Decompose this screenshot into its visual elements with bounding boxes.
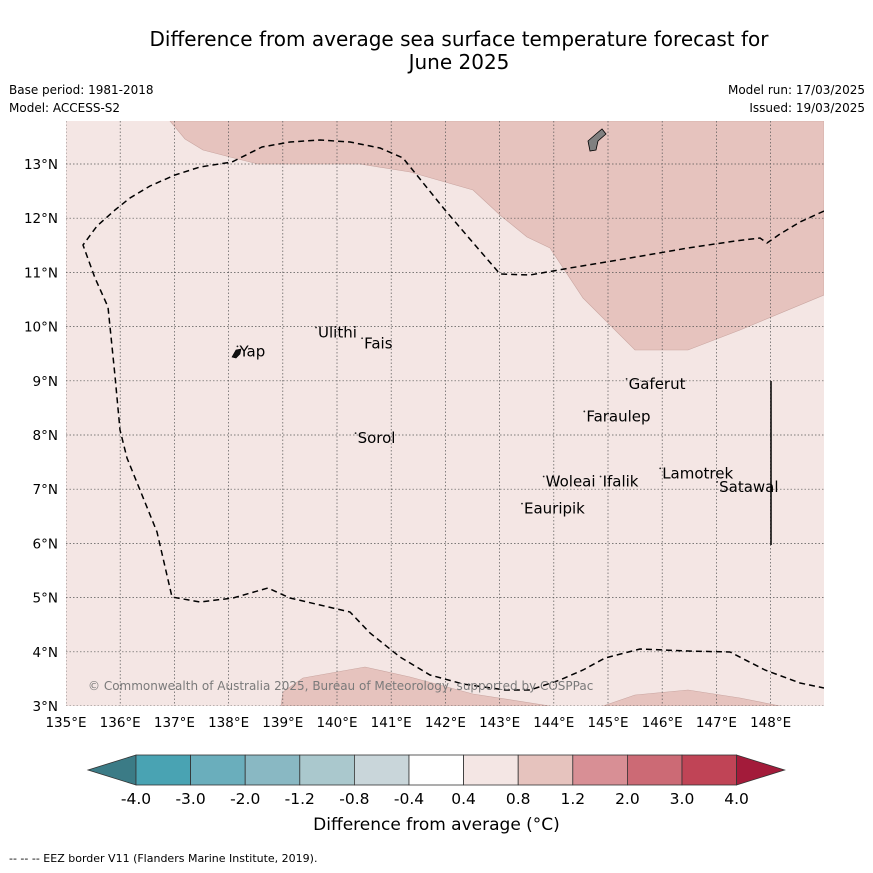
colorbar-over-arrow xyxy=(736,754,786,786)
longitude-label: 140°E xyxy=(316,715,357,731)
model-name: Model: ACCESS-S2 xyxy=(9,101,121,115)
axis-labels: 13°N 12°N 11°N 10°N 9°N 8°N 7°N 6°N 5°N 4°N 3°N135… xyxy=(24,157,791,731)
place-label: Fais xyxy=(364,334,393,352)
latitude-label: 10°N xyxy=(24,320,58,336)
longitude-label: 138°E xyxy=(208,715,249,731)
map-area: Yap Ulithi Fais Gaferut Faraulep Sorol Woleai I… xyxy=(66,121,824,706)
place-label: Ulithi xyxy=(318,323,357,341)
longitude-label: 137°E xyxy=(154,715,195,731)
issued-date: Issued: 19/03/2025 xyxy=(749,101,865,115)
island-dot xyxy=(583,410,586,413)
yap-island xyxy=(231,348,242,359)
island-dot xyxy=(521,502,523,505)
guam-island xyxy=(587,128,607,152)
island-dot xyxy=(599,475,602,478)
model-run: Model run: 17/03/2025 xyxy=(727,83,865,97)
island-dot xyxy=(354,432,357,435)
place-label: Yap xyxy=(238,342,265,360)
latitude-label: 8°N xyxy=(33,428,58,444)
warm-anomaly-region-southeast xyxy=(602,689,781,706)
place-label: Eauripik xyxy=(524,500,585,518)
colorbar: -4.0 -3.0 -2.0 -1.2 -0.8 -0.4 0.4 0.8 1.2 2.0 3.0 4… xyxy=(86,754,786,808)
colorbar-swatch xyxy=(353,754,410,786)
colorbar-under-arrow xyxy=(86,754,137,786)
colorbar-swatch xyxy=(627,754,683,786)
island-dot xyxy=(361,337,363,340)
colorbar-tick-label: 4.0 xyxy=(724,790,749,808)
latitude-label: 12°N xyxy=(24,211,58,227)
eez-border-line xyxy=(82,139,824,691)
place-labels: Yap Ulithi Fais Gaferut Faraulep Sorol Woleai I… xyxy=(236,323,779,518)
colorbar-tick-label: 0.8 xyxy=(506,790,531,808)
island-dot xyxy=(542,475,545,478)
colorbar-tick-label: 2.0 xyxy=(615,790,640,808)
title-line-2: June 2025 xyxy=(408,50,510,74)
colorbar-tick-label: -1.2 xyxy=(285,790,315,808)
island-dot xyxy=(659,467,662,470)
longitude-label: 146°E xyxy=(642,715,683,731)
longitude-label: 142°E xyxy=(425,715,466,731)
legend-note: -- -- -- EEZ border V11 (Flanders Marine… xyxy=(9,852,318,865)
colorbar-swatch xyxy=(572,754,628,786)
longitude-label: 135°E xyxy=(45,715,86,731)
island-dot xyxy=(625,378,628,380)
latitude-label: 13°N xyxy=(24,157,58,173)
longitude-label: 148°E xyxy=(750,715,791,731)
run-info: Model run: 17/03/2025 Issued: 19/03/2025 xyxy=(728,81,865,117)
place-label: Sorol xyxy=(358,429,396,447)
colorbar-tick-label: -0.8 xyxy=(339,790,369,808)
longitude-label: 136°E xyxy=(100,715,141,731)
latitude-label: 6°N xyxy=(33,536,58,552)
base-period: Base period: 1981-2018 xyxy=(9,83,154,97)
place-label: Gaferut xyxy=(629,375,686,393)
colorbar-tick-label: -2.0 xyxy=(230,790,260,808)
island-dot xyxy=(716,481,719,483)
colorbar-swatch xyxy=(517,754,574,786)
place-label: Ifalik xyxy=(603,472,639,490)
place-label: Woleai xyxy=(546,472,596,490)
longitude-label: 144°E xyxy=(533,715,574,731)
latitude-label: 9°N xyxy=(33,374,58,390)
longitude-label: 139°E xyxy=(262,715,303,731)
colorbar-swatch xyxy=(463,754,519,786)
warm-anomaly-region-north xyxy=(169,121,824,351)
warm-anomaly-region-south xyxy=(280,666,551,706)
longitude-label: 141°E xyxy=(371,715,412,731)
colorbar-tick-label: 3.0 xyxy=(670,790,695,808)
colorbar-tick-label: 0.4 xyxy=(451,790,476,808)
place-label: Lamotrek xyxy=(662,464,733,482)
colorbar-swatch xyxy=(681,754,737,786)
map-title: Difference from average sea surface temp… xyxy=(0,28,873,74)
colorbar-tick-label: -4.0 xyxy=(121,790,151,808)
model-info: Base period: 1981-2018 Model: ACCESS-S2 xyxy=(9,81,154,117)
colorbar-swatch xyxy=(244,754,301,786)
longitude-label: 147°E xyxy=(696,715,737,731)
colorbar-tick-label: -0.4 xyxy=(394,790,424,808)
latitude-label: 4°N xyxy=(33,645,58,661)
colorbar-swatch xyxy=(135,754,191,786)
island-dot xyxy=(315,326,317,329)
copyright-text: © Commonwealth of Australia 2025, Bureau… xyxy=(88,679,593,693)
longitude-label: 145°E xyxy=(587,715,628,731)
graticule xyxy=(66,121,824,706)
longitude-label: 143°E xyxy=(479,715,520,731)
colorbar-tick-label: -3.0 xyxy=(175,790,205,808)
island-dot xyxy=(236,345,239,348)
colorbar-swatch xyxy=(408,754,464,786)
colorbar-tick-label: 1.2 xyxy=(560,790,585,808)
place-label: Faraulep xyxy=(586,407,650,425)
colorbar-swatch xyxy=(299,754,355,786)
colorbar-swatch xyxy=(190,754,246,786)
title-line-1: Difference from average sea surface temp… xyxy=(149,27,769,51)
colorbar-label: Difference from average (°C) xyxy=(313,815,560,835)
latitude-label: 7°N xyxy=(33,482,58,498)
latitude-label: 11°N xyxy=(24,265,58,281)
latitude-label: 5°N xyxy=(33,591,58,607)
latitude-label: 3°N xyxy=(33,699,58,715)
place-label: Satawal xyxy=(719,478,778,496)
